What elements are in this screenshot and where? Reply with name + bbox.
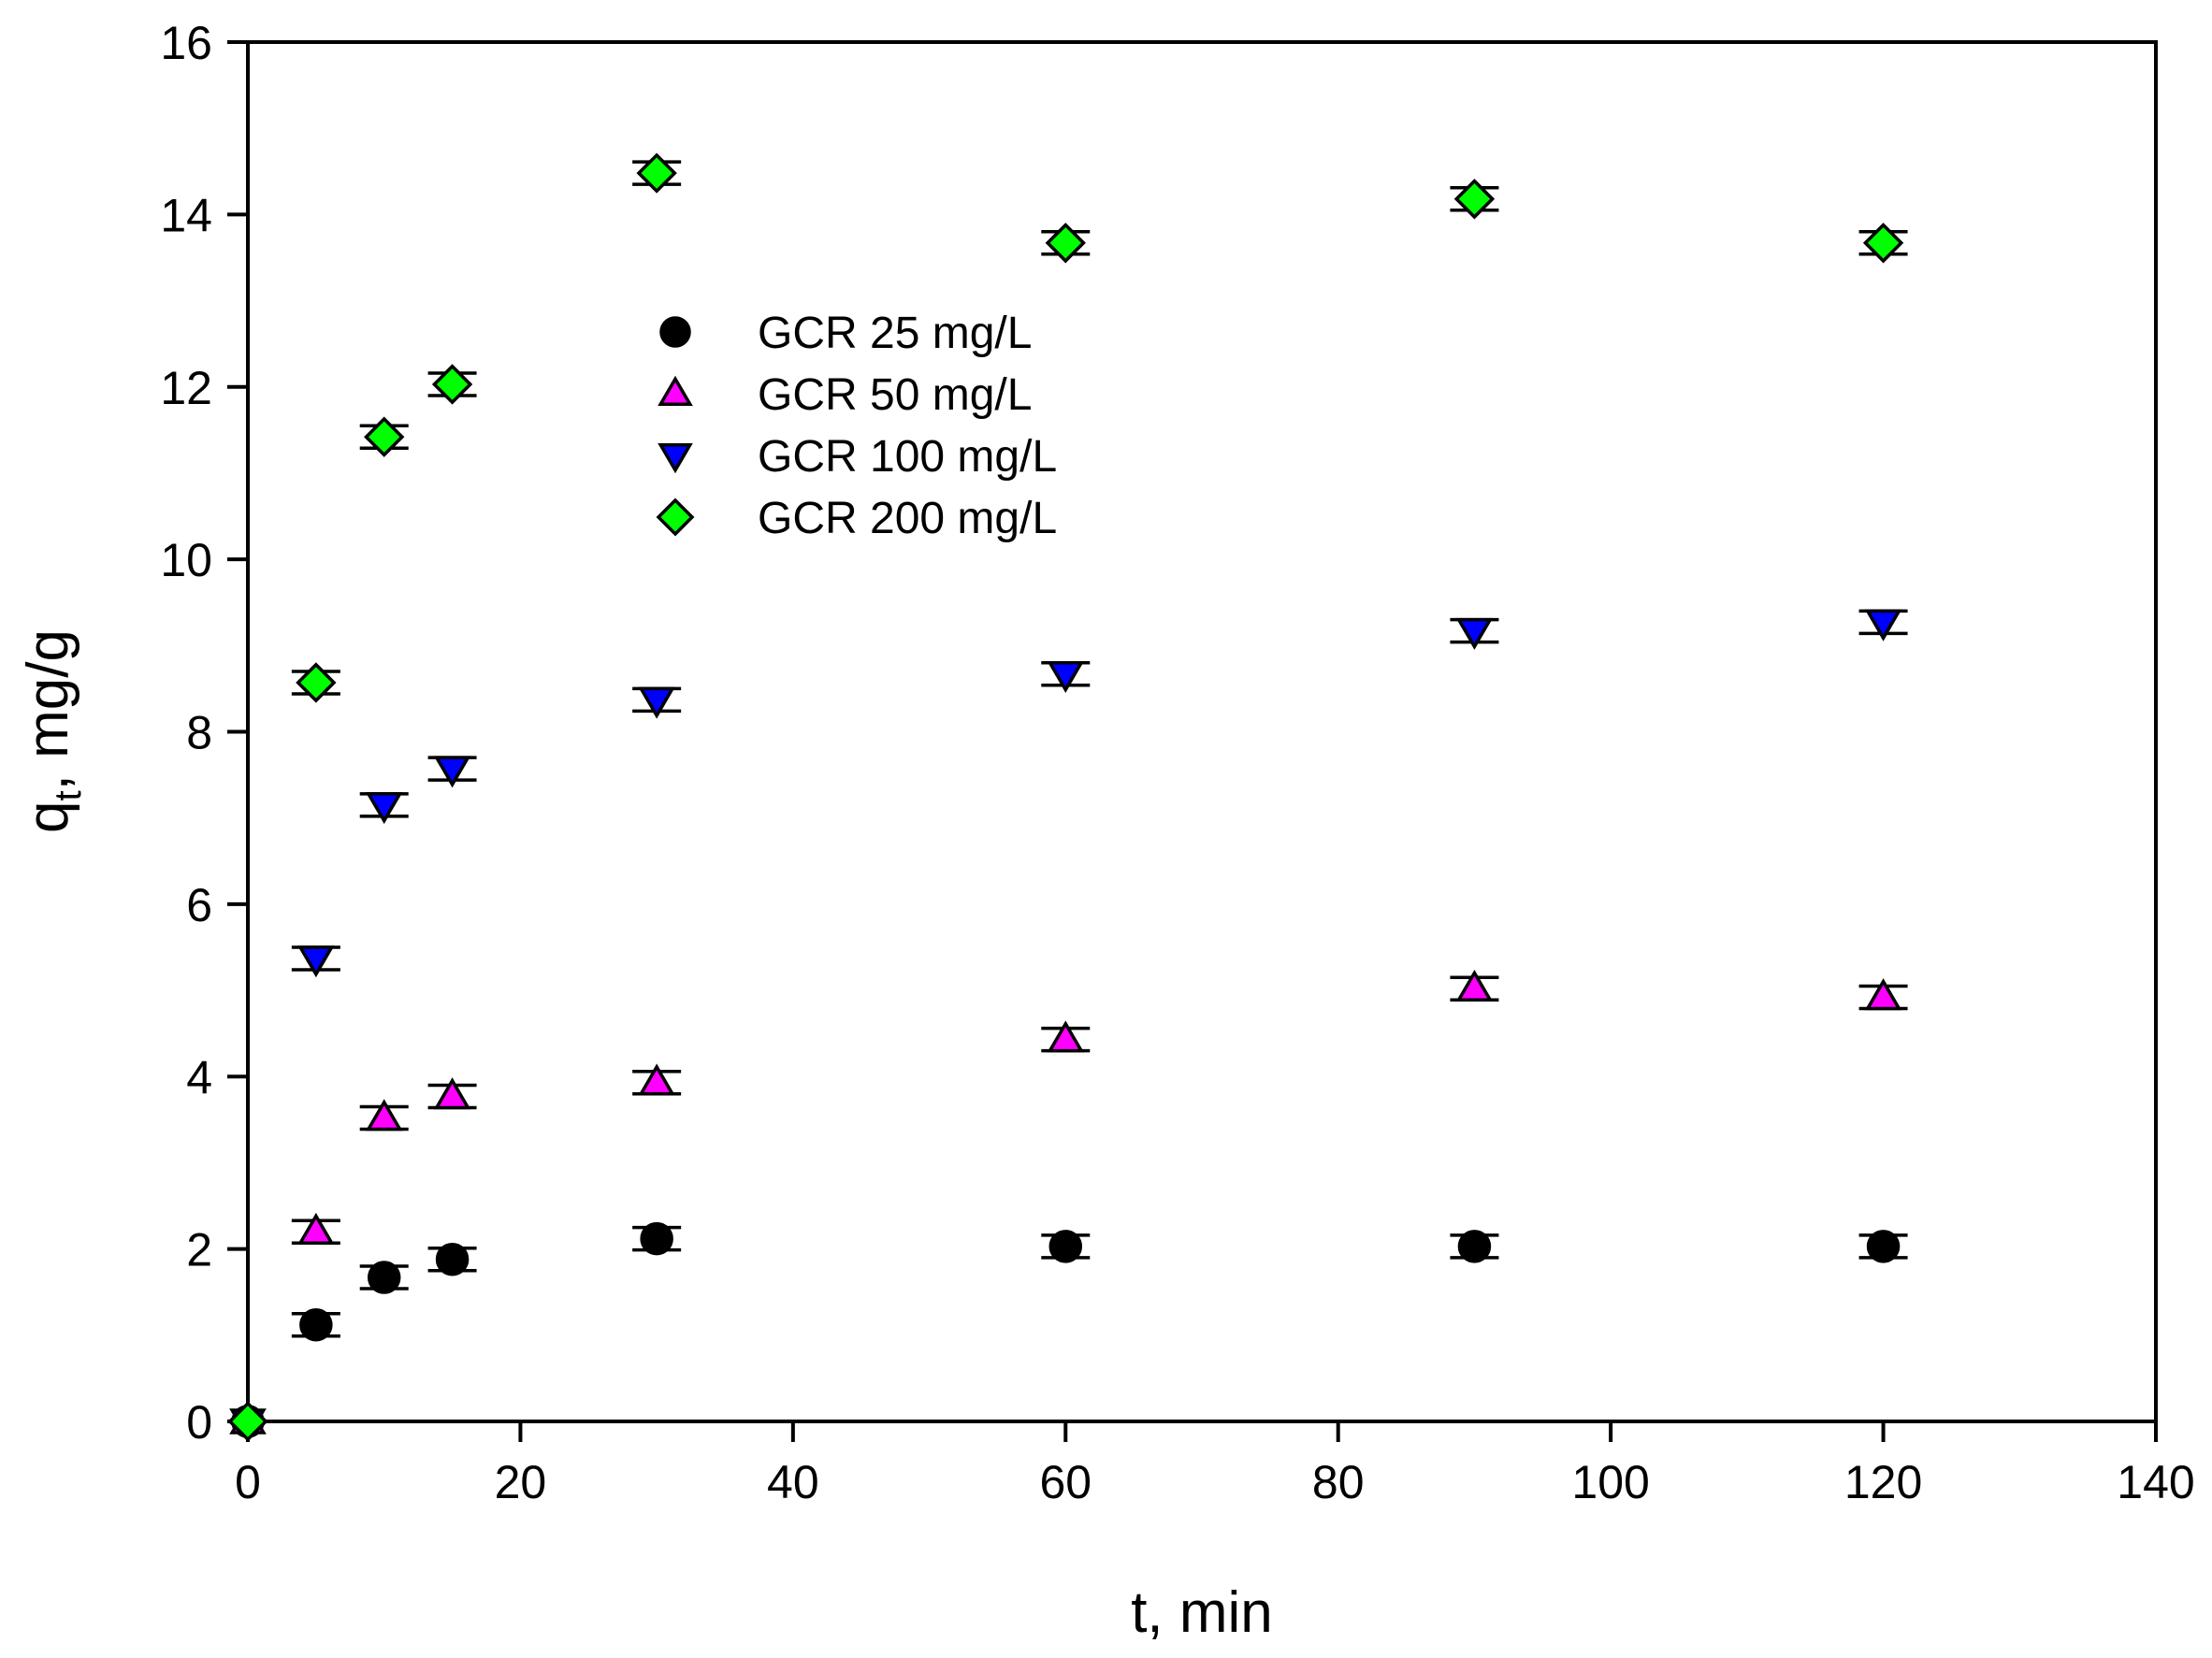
- y-tick-label-8: 8: [186, 707, 212, 759]
- point-s1-p5: [1047, 1020, 1085, 1053]
- y-tick-label-0: 0: [186, 1396, 212, 1449]
- y-tick-label-2: 2: [186, 1224, 212, 1276]
- point-s2-p1: [297, 945, 335, 978]
- y-tick-label-12: 12: [160, 362, 212, 414]
- y-tick-label-14: 14: [160, 189, 212, 241]
- legend-marker-1: [658, 375, 693, 406]
- y-axis: 0 2 4 6 8 10 12 14 16: [160, 17, 248, 1449]
- x-tick-label-100: 100: [1571, 1456, 1649, 1508]
- y-axis-title-base: q: [16, 800, 80, 832]
- point-s2-p3: [433, 756, 471, 788]
- legend-marker-2: [658, 443, 693, 474]
- point-s0-p2: [367, 1261, 401, 1294]
- point-s2-p7: [1864, 609, 1902, 642]
- legend-label-1: GCR 50 mg/L: [758, 370, 1032, 420]
- point-s0-p7: [1866, 1230, 1901, 1263]
- point-s2-p2: [365, 792, 403, 825]
- error-bars: [291, 160, 1908, 1338]
- y-tick-label-6: 6: [186, 879, 212, 931]
- point-s2-p4: [638, 686, 675, 719]
- y-axis-title-subscript: t: [48, 790, 89, 800]
- legend-label-3: GCR 200 mg/L: [758, 494, 1057, 543]
- point-s0-p6: [1457, 1230, 1492, 1263]
- legend-marker-0: [659, 316, 691, 348]
- point-s1-p2: [365, 1099, 403, 1132]
- y-axis-title: qt, mg/g: [16, 629, 89, 833]
- point-s0-p3: [435, 1242, 470, 1276]
- point-s1-p4: [638, 1063, 675, 1096]
- x-tick-label-120: 120: [1844, 1456, 1922, 1508]
- x-tick-label-0: 0: [235, 1456, 261, 1508]
- x-axis: 0 20 40 60 80 100 120 140: [235, 1421, 2195, 1508]
- point-s2-p5: [1047, 660, 1085, 694]
- point-s1-p1: [297, 1212, 335, 1245]
- legend-label-0: GCR 25 mg/L: [758, 309, 1032, 358]
- point-s1-p7: [1864, 978, 1902, 1011]
- point-s3-p5: [1045, 223, 1086, 264]
- point-s3-p1: [296, 662, 337, 703]
- point-s2-p6: [1455, 617, 1494, 650]
- point-s3-p6: [1453, 179, 1496, 220]
- x-tick-label-80: 80: [1312, 1456, 1365, 1508]
- point-s3-p4: [636, 152, 677, 194]
- data-markers: [227, 152, 1904, 1442]
- x-tick-label-140: 140: [2117, 1456, 2194, 1508]
- y-tick-label-16: 16: [160, 17, 212, 69]
- point-s3-p2: [364, 416, 405, 457]
- point-s0-p5: [1048, 1230, 1083, 1263]
- x-tick-label-60: 60: [1039, 1456, 1092, 1508]
- x-tick-label-40: 40: [767, 1456, 819, 1508]
- point-s1-p6: [1455, 969, 1494, 1002]
- x-axis-title: t, min: [1131, 1580, 1273, 1645]
- legend-label-2: GCR 100 mg/L: [758, 432, 1057, 482]
- point-s0-p1: [299, 1308, 333, 1342]
- point-s0-p4: [640, 1221, 673, 1256]
- point-s3-p7: [1862, 223, 1904, 264]
- y-axis-title-rest: , mg/g: [16, 629, 80, 790]
- point-s1-p3: [433, 1077, 471, 1110]
- y-tick-label-4: 4: [186, 1051, 212, 1103]
- point-s3-p0: [227, 1401, 268, 1442]
- legend: GCR 25 mg/L GCR 50 mg/L GCR 100 mg/L GCR 20…: [656, 309, 1057, 543]
- point-s3-p3: [431, 364, 473, 405]
- legend-marker-3: [656, 497, 695, 537]
- y-tick-label-10: 10: [160, 534, 212, 586]
- x-tick-label-20: 20: [495, 1456, 547, 1508]
